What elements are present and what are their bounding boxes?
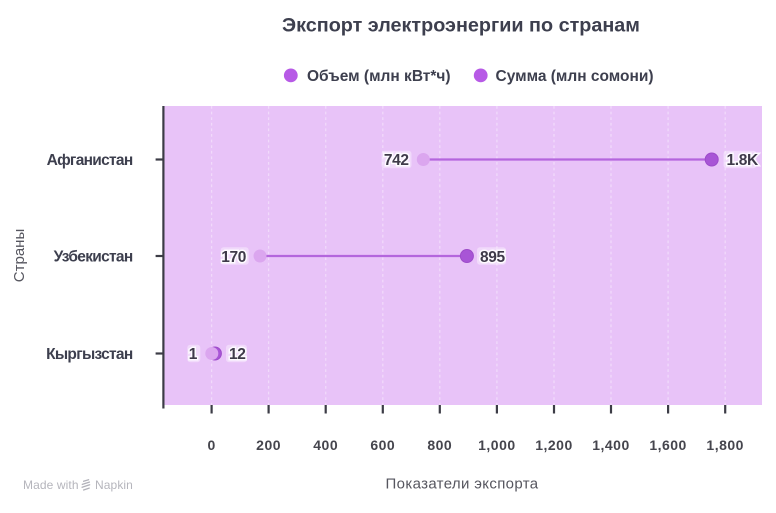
svg-text:1,200: 1,200 — [535, 437, 573, 453]
svg-text:200: 200 — [256, 437, 281, 453]
svg-text:1.8K: 1.8K — [727, 152, 759, 169]
svg-text:Афганистан: Афганистан — [47, 152, 133, 169]
svg-text:Кыргызстан: Кыргызстан — [46, 346, 133, 363]
svg-text:170: 170 — [221, 249, 246, 266]
svg-text:1,800: 1,800 — [706, 437, 744, 453]
svg-text:Сумма (млн сомони): Сумма (млн сомони) — [496, 68, 654, 85]
svg-text:Узбекистан: Узбекистан — [54, 249, 133, 266]
svg-text:400: 400 — [313, 437, 338, 453]
svg-text:0: 0 — [207, 437, 215, 453]
svg-text:Объем (млн кВт*ч): Объем (млн кВт*ч) — [307, 68, 451, 85]
svg-text:895: 895 — [480, 249, 506, 266]
svg-text:12: 12 — [229, 346, 246, 363]
svg-text:800: 800 — [427, 437, 452, 453]
svg-text:Napkin: Napkin — [95, 478, 133, 492]
svg-text:Страны: Страны — [11, 229, 28, 282]
svg-text:1,000: 1,000 — [478, 437, 516, 453]
svg-text:Показатели экспорта: Показатели экспорта — [386, 476, 539, 493]
svg-text:Made with: Made with — [23, 478, 79, 492]
svg-text:742: 742 — [384, 152, 409, 169]
svg-text:1: 1 — [189, 346, 198, 363]
svg-text:1,600: 1,600 — [649, 437, 687, 453]
svg-text:Экспорт электроэнергии по стра: Экспорт электроэнергии по странам — [282, 14, 640, 36]
svg-text:600: 600 — [370, 437, 395, 453]
svg-text:1,400: 1,400 — [592, 437, 630, 453]
